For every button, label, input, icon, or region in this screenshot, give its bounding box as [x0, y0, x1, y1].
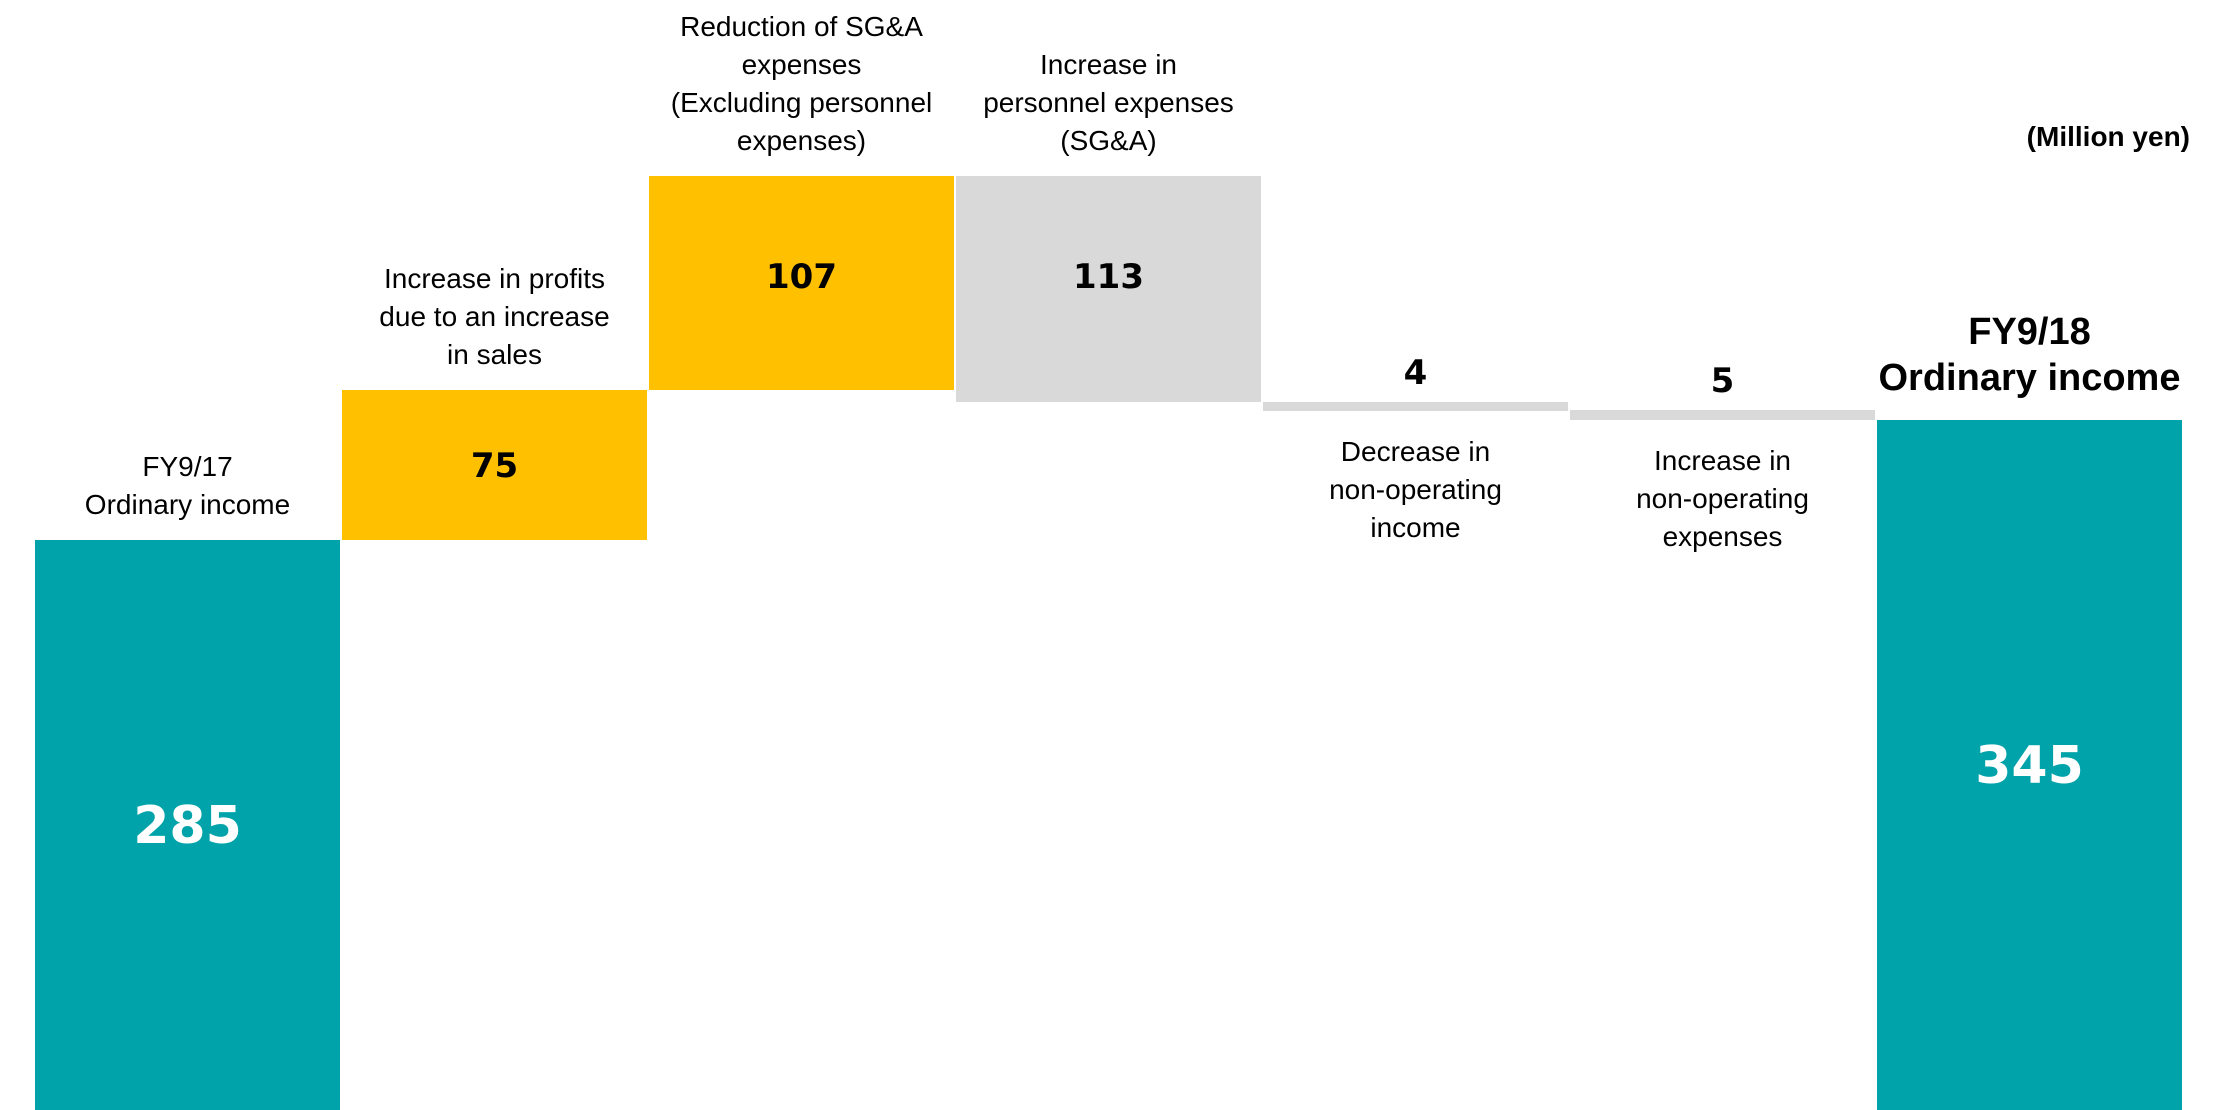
category-label-2: Reduction of SG&A expenses (Excluding pers…: [671, 11, 933, 156]
category-label-3-line-0: Increase in: [1040, 49, 1177, 80]
category-label-2-line-0: Reduction of SG&A: [680, 11, 923, 42]
bar-5: [1570, 410, 1875, 420]
category-label-5-line-0: Increase in: [1654, 445, 1791, 476]
category-label-2-line-3: expenses): [737, 125, 866, 156]
category-label-2-line-1: expenses: [742, 49, 862, 80]
bar-6: [1877, 420, 2182, 1110]
value-label-3: 113: [1073, 257, 1144, 297]
category-label-4-line-0: Decrease in: [1341, 436, 1490, 467]
category-label-0: FY9/17 Ordinary income: [85, 451, 290, 520]
category-label-3-line-2: (SG&A): [1060, 125, 1156, 156]
category-label-4: Decrease in non-operating income: [1329, 436, 1502, 543]
bar-2: [649, 176, 954, 390]
category-label-4-line-1: non-operating: [1329, 474, 1502, 505]
value-label-6: 345: [1975, 736, 2084, 796]
category-label-5-line-2: expenses: [1663, 521, 1783, 552]
bars-group: [35, 176, 2182, 1110]
bar-3: [956, 176, 1261, 402]
value-label-2: 107: [766, 257, 837, 297]
bar-1: [342, 390, 647, 540]
category-label-6-line-1: Ordinary income: [1879, 357, 2181, 399]
category-label-6-line-0: FY9/18: [1968, 311, 2091, 353]
category-label-1-line-2: in sales: [447, 339, 542, 370]
category-label-2-line-2: (Excluding personnel: [671, 87, 933, 118]
category-label-0-line-0: FY9/17: [142, 451, 232, 482]
category-label-3-line-1: personnel expenses: [983, 87, 1234, 118]
category-labels-group: FY9/17 Ordinary income Increase in profits…: [85, 11, 2181, 552]
category-label-1-line-1: due to an increase: [379, 301, 609, 332]
value-label-0: 285: [133, 796, 242, 856]
category-label-5-line-1: non-operating: [1636, 483, 1809, 514]
bar-0: [35, 540, 340, 1110]
category-label-5: Increase in non-operating expenses: [1636, 445, 1809, 552]
value-label-5: 5: [1711, 361, 1735, 401]
value-labels-group: 285 75 107 113 4 5 345: [133, 257, 2084, 856]
category-label-0-line-1: Ordinary income: [85, 489, 290, 520]
value-label-1: 75: [471, 446, 518, 486]
category-label-1-line-0: Increase in profits: [384, 263, 605, 294]
unit-label: (Million yen): [2027, 121, 2190, 152]
bar-4: [1263, 402, 1568, 411]
value-label-4: 4: [1404, 353, 1428, 393]
category-label-4-line-2: income: [1370, 512, 1460, 543]
category-label-1: Increase in profits due to an increase in …: [379, 263, 609, 370]
category-label-3: Increase in personnel expenses (SG&A): [983, 49, 1234, 156]
category-label-6: FY9/18 Ordinary income: [1879, 311, 2181, 399]
